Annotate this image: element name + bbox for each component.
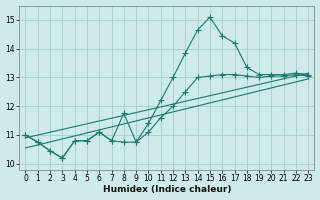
X-axis label: Humidex (Indice chaleur): Humidex (Indice chaleur) <box>103 185 231 194</box>
